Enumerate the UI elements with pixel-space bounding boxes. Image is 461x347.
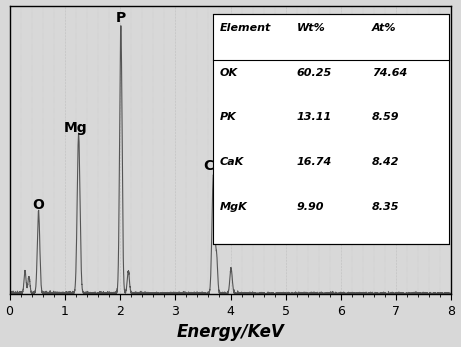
Text: Mg: Mg xyxy=(64,121,88,135)
X-axis label: Energy/KeV: Energy/KeV xyxy=(177,323,284,341)
Text: 60.25: 60.25 xyxy=(297,68,332,78)
Text: MgK: MgK xyxy=(219,202,247,212)
Text: Element: Element xyxy=(219,23,271,33)
Bar xyxy=(213,14,449,244)
Text: 13.11: 13.11 xyxy=(297,112,332,122)
Text: 8.35: 8.35 xyxy=(372,202,399,212)
Text: OK: OK xyxy=(219,68,237,78)
Text: O: O xyxy=(32,198,44,212)
Text: Ca: Ca xyxy=(203,159,223,174)
Text: CaK: CaK xyxy=(219,157,244,167)
Text: At%: At% xyxy=(372,23,396,33)
Text: 8.59: 8.59 xyxy=(372,112,399,122)
Text: 16.74: 16.74 xyxy=(297,157,332,167)
Text: PK: PK xyxy=(219,112,236,122)
Text: 74.64: 74.64 xyxy=(372,68,407,78)
Text: 9.90: 9.90 xyxy=(297,202,324,212)
Text: P: P xyxy=(115,11,126,25)
Text: 8.42: 8.42 xyxy=(372,157,399,167)
Text: Wt%: Wt% xyxy=(297,23,325,33)
